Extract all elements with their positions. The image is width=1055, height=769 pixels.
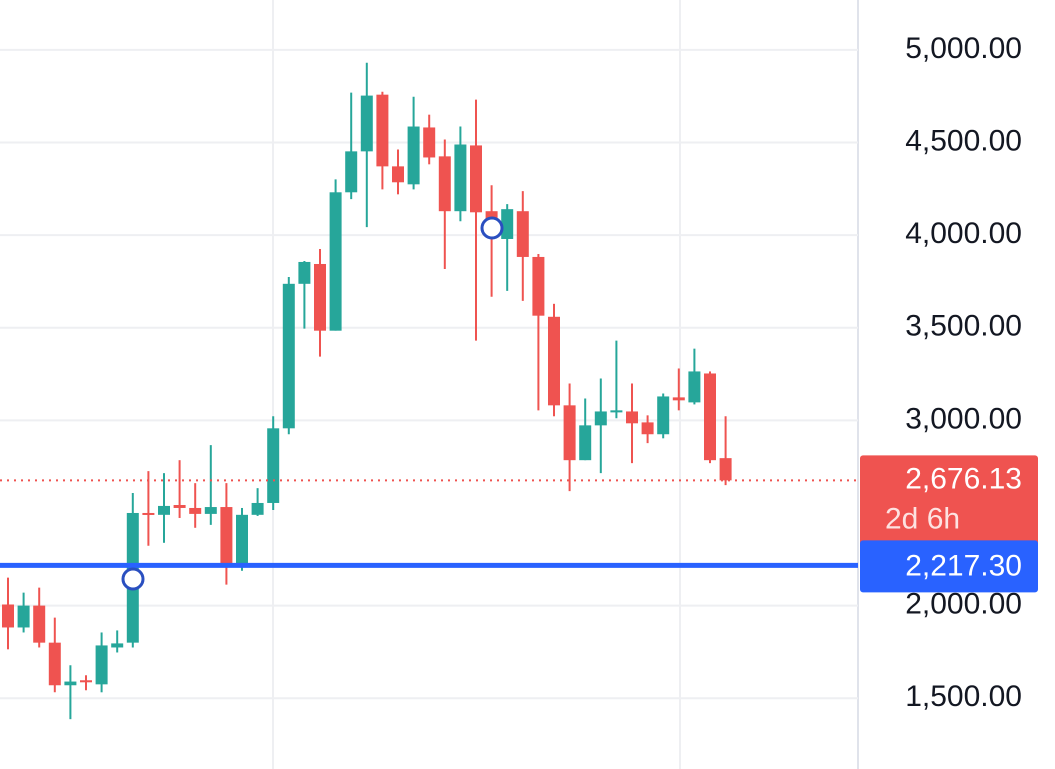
candle-body (95, 645, 108, 685)
candle-body (438, 156, 451, 212)
price-line-label: 2,217.30 (905, 549, 1022, 582)
y-tick-label: 4,500.00 (905, 124, 1022, 157)
candle-body (314, 263, 326, 331)
candle-body (548, 316, 560, 406)
candle-body (579, 425, 592, 461)
candle-body (657, 396, 670, 435)
candle-body (532, 256, 545, 316)
candle-body (641, 422, 654, 435)
candle-body (111, 643, 124, 648)
candle-body (345, 151, 358, 193)
candle-body (189, 507, 202, 514)
candle-body (236, 514, 248, 566)
candle-body (204, 507, 217, 514)
last-price-label: 2,676.13 (905, 462, 1022, 495)
y-tick-label: 3,500.00 (905, 310, 1022, 343)
y-tick-label: 2,000.00 (905, 588, 1022, 621)
candle-body (64, 681, 77, 686)
candle-body (610, 410, 623, 413)
candle-body (719, 458, 732, 481)
y-tick-label: 5,000.00 (905, 32, 1022, 65)
candle-body (516, 211, 529, 257)
price-line-badge (860, 540, 1038, 593)
candle-body (423, 127, 436, 158)
overlay (0, 216, 858, 591)
candles (2, 62, 732, 720)
candle-body (376, 94, 389, 167)
candle-body (33, 605, 46, 643)
candle-body (251, 502, 264, 515)
candle-body (704, 373, 716, 461)
candle-body (626, 411, 638, 424)
candle-body (329, 192, 342, 331)
candle-body (282, 283, 295, 429)
candle-body (267, 428, 280, 503)
event-marker (480, 216, 504, 240)
y-tick-label: 1,500.00 (905, 680, 1022, 713)
candle-body (48, 642, 61, 686)
candle-body (563, 405, 576, 461)
candle-body (173, 505, 186, 508)
candle-body (688, 371, 701, 403)
candle-body (298, 261, 311, 284)
candle-body (360, 95, 373, 152)
last-price-badge (860, 455, 1038, 548)
candle-body (407, 126, 420, 185)
y-tick-label: 4,000.00 (905, 217, 1022, 250)
candle-body (470, 145, 482, 213)
candle-body (672, 397, 685, 401)
y-tick-label: 3,000.00 (905, 402, 1022, 435)
candle-body (17, 605, 30, 628)
candle-body (501, 209, 514, 239)
candle-body (142, 512, 155, 515)
candle-body (220, 507, 233, 566)
event-marker (121, 567, 145, 591)
candle-body (158, 505, 170, 515)
candle-body (2, 604, 14, 628)
candle-body (454, 144, 467, 212)
candle-body (80, 680, 92, 683)
candle-body (392, 166, 404, 183)
countdown-label: 2d 6h (885, 502, 960, 535)
candle-body (594, 411, 607, 426)
price-axis: 1,500.00 2,000.00 3,000.00 3,500.00 4,000.00… (860, 32, 1038, 713)
